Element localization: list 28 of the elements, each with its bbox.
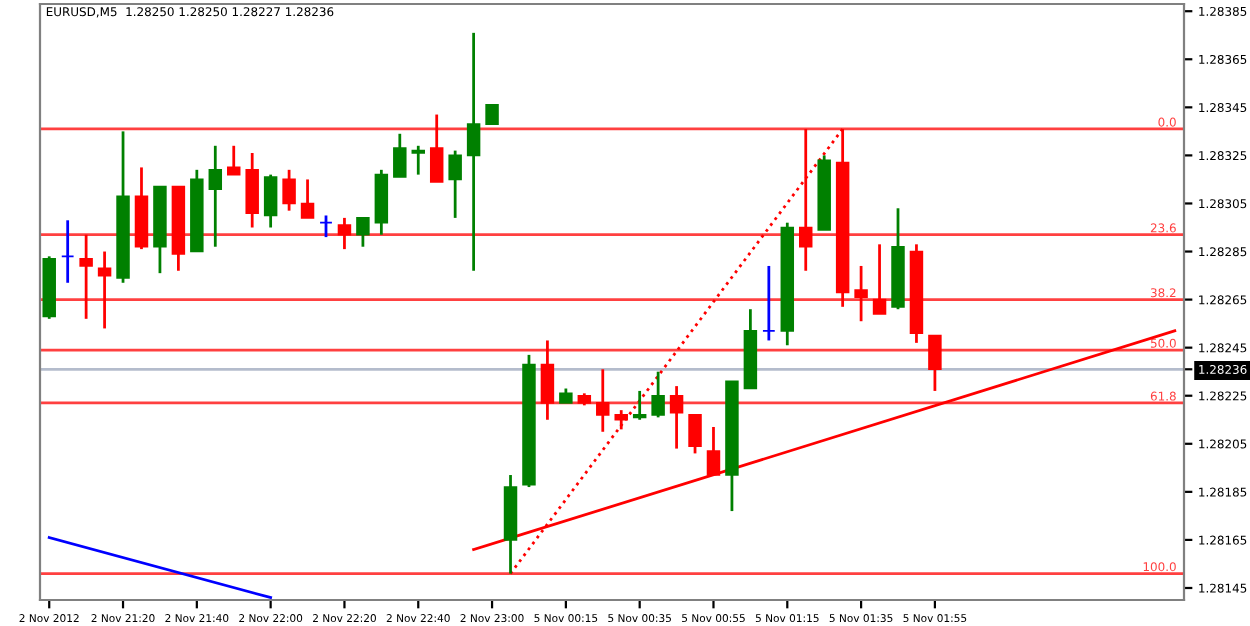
candlestick (485, 104, 499, 125)
candlestick (854, 264, 868, 323)
candlestick (448, 149, 462, 220)
candlestick (540, 339, 555, 422)
candlestick (245, 151, 259, 229)
candlestick (928, 334, 942, 393)
candlestick (208, 144, 223, 249)
candlestick (596, 367, 610, 434)
candlestick (688, 413, 702, 455)
candlestick (411, 144, 425, 177)
candlestick (60, 218, 75, 285)
candlestick (319, 214, 333, 239)
candlestick (872, 242, 887, 316)
candlestick (429, 113, 444, 184)
candlestick (706, 425, 721, 477)
candlestick (282, 168, 296, 213)
candlestick (79, 233, 93, 321)
candlestick (632, 389, 647, 422)
candlestick (300, 178, 315, 220)
candlestick (263, 173, 278, 229)
candlestick (651, 370, 665, 419)
candlestick (356, 216, 370, 249)
candlestick (762, 264, 776, 342)
candlestick (393, 132, 407, 179)
candlestick (466, 31, 481, 273)
candlestick (337, 216, 352, 251)
candlestick (669, 384, 684, 450)
candlestick (614, 408, 628, 431)
